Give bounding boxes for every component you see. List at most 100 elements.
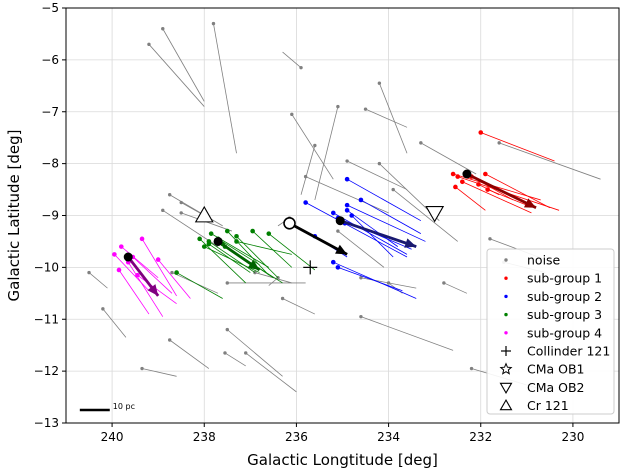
sub-group-1-point [453, 184, 458, 190]
cluster-mean-marker [283, 216, 296, 230]
y-tick-label: −12 [34, 364, 59, 378]
noise-point [101, 307, 105, 311]
y-tick-label: −7 [41, 105, 59, 119]
noise-point [377, 81, 382, 85]
sub-group-3-motion-line [208, 241, 256, 273]
noise-point [280, 296, 285, 301]
noise-point [223, 351, 227, 355]
collinder-121-marker [303, 260, 318, 275]
sub-group-3-point [224, 228, 230, 234]
sub-group-2-point [344, 176, 350, 182]
noise-motion-line [499, 142, 601, 180]
sub-group-2-motion-line [305, 202, 408, 258]
sub-group-4-point [139, 236, 145, 242]
cma-ob2-marker [425, 205, 445, 223]
noise-motion-line [365, 108, 408, 128]
sub-group-4-motion-line [132, 256, 173, 294]
noise-point [497, 141, 501, 145]
sub-group-2-point [303, 200, 308, 205]
noise-point [170, 270, 174, 275]
sub-group-3-point [197, 236, 202, 242]
noise-motion-line [148, 44, 205, 107]
sub-group-4-motion-line [141, 238, 177, 297]
sub-group-3-motion-line [252, 230, 293, 268]
sub-group-1-mean-marker [462, 169, 472, 179]
noise-point [225, 327, 229, 332]
sub-group-2-point [330, 210, 336, 216]
noise-point [147, 42, 151, 47]
sub-group-3-arrow-head [247, 259, 260, 270]
sub-group-1-point [483, 171, 488, 177]
noise-point [179, 200, 183, 205]
sub-group-3-point [206, 241, 212, 247]
x-axis-label: Galactic Longtitude [deg] [247, 451, 438, 469]
noise-point [359, 314, 363, 319]
legend-cr-121-label: Cr 121 [527, 398, 569, 413]
sub-group-1-motion-line [478, 184, 500, 196]
noise-point [161, 208, 165, 213]
noise-point [299, 65, 303, 70]
noise-motion-line [213, 23, 237, 154]
scale-bar-label: 10 pc [113, 402, 135, 411]
noise-point [313, 143, 317, 148]
sub-group-1-motion-line [485, 173, 551, 209]
sub-group-4-motion-line [114, 254, 150, 291]
cluster-arrow-head [335, 244, 348, 255]
noise-point [377, 161, 382, 166]
noise-motion-line [337, 230, 385, 268]
sub-group-4-arrow-head [147, 284, 159, 296]
sub-group-2-motion-line [346, 204, 426, 242]
sub-group-3-motion-line [217, 238, 260, 266]
sub-group-4-point [119, 244, 124, 249]
legend-sub-group-4-swatch [504, 331, 508, 335]
legend: noise sub-group 1 sub-group 2 sub-group 3 su… [486, 248, 615, 415]
sub-group-1-mean-arrow [466, 172, 537, 209]
noise-point [391, 187, 395, 192]
y-tick-label: −8 [41, 157, 59, 171]
noise-motion-line [443, 282, 468, 294]
sub-group-3-point [234, 233, 239, 239]
noise-point [336, 104, 340, 109]
sub-group-4-motion-line [127, 261, 164, 317]
sub-group-3-point [266, 231, 272, 236]
noise-motion-line [346, 160, 408, 190]
noise-motion-line [227, 329, 283, 377]
legend-collinder-121-symbol [501, 346, 511, 356]
noise-point [140, 366, 144, 371]
sub-group-3-motion-line [199, 238, 247, 284]
noise-motion-line [420, 142, 477, 175]
cluster-markers [194, 205, 445, 275]
legend-sub-group-1-label: sub-group 1 [527, 271, 602, 286]
noise-point [244, 351, 248, 355]
sub-group-1-point [460, 179, 465, 185]
y-tick-label: −9 [41, 209, 59, 223]
legend-cma-ob2-label: CMa OB2 [527, 380, 585, 395]
sub-group-3-motion-line [236, 241, 292, 255]
noise-motion-line [102, 308, 127, 338]
noise-point [488, 237, 492, 241]
sub-group-4-point [135, 272, 140, 278]
x-tick-label: 232 [469, 430, 492, 444]
sub-group-1-point [450, 171, 456, 177]
noise-motion-line [141, 368, 177, 377]
y-tick-label: −13 [34, 416, 59, 430]
sub-group-2-point [330, 259, 336, 265]
x-axis-ticks: 240 238 236 234 232 230 [101, 423, 584, 444]
legend-sub-group-4-label: sub-group 4 [527, 325, 602, 340]
cr-121-marker [194, 205, 214, 223]
x-tick-label: 234 [377, 430, 400, 444]
x-tick-label: 236 [285, 430, 308, 444]
sub-group-2-point [349, 213, 355, 218]
sub-group-2-mean-marker [335, 216, 345, 226]
legend-cma-ob1-symbol [499, 362, 513, 375]
sub-group-4-point [112, 252, 117, 257]
sub-group-2-point [344, 202, 350, 208]
noise-point [359, 276, 363, 280]
sub-group-3-motion-line [227, 230, 270, 276]
y-tick-label: −11 [34, 312, 59, 326]
sub-group-4-mean-marker [123, 252, 133, 262]
noise-point [161, 27, 165, 31]
noise-point [87, 270, 91, 275]
legend-sub-group-2-label: sub-group 2 [527, 289, 602, 304]
noise-point [336, 229, 340, 233]
